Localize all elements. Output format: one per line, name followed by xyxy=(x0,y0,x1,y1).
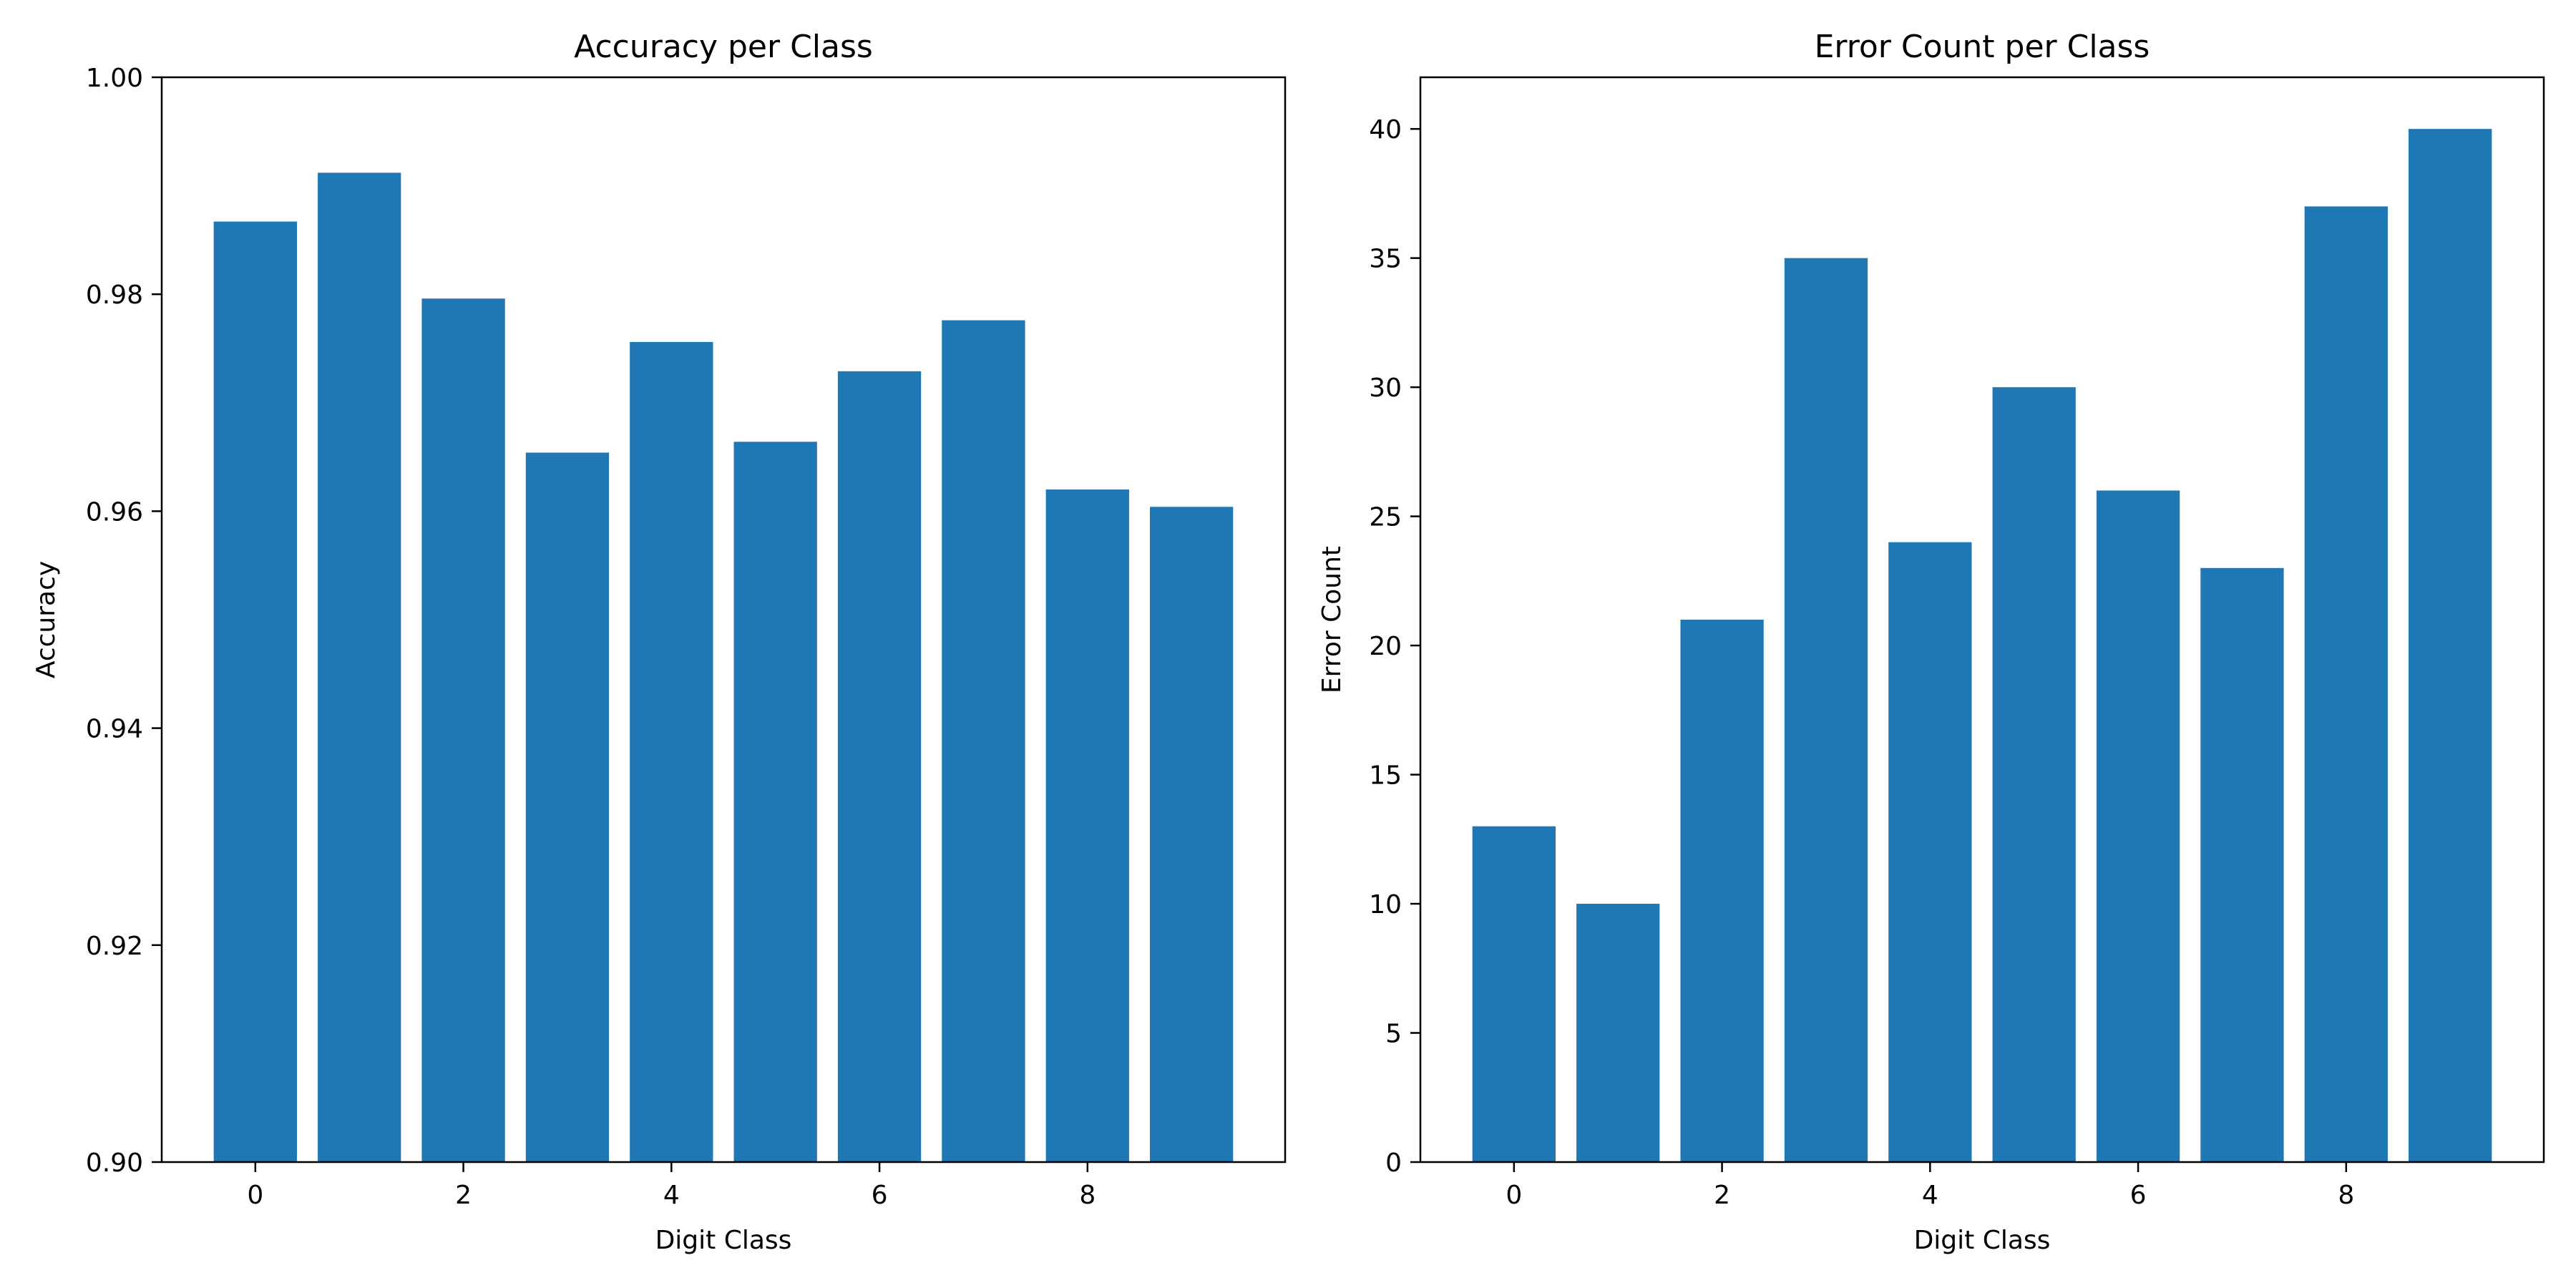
y-tick-label: 0 xyxy=(1385,1148,1402,1178)
x-axis-label: Digit Class xyxy=(655,1226,792,1255)
y-tick-label: 30 xyxy=(1369,374,1402,403)
bar-class-7 xyxy=(942,320,1025,1163)
axes-frame xyxy=(160,76,1287,1163)
y-axis-ticks: 0.90 0.92 0.94 0.96 0.98 1.00 xyxy=(86,64,162,1178)
y-tick-label: 15 xyxy=(1369,761,1402,791)
bar-class-2 xyxy=(421,298,505,1162)
y-tick-label: 35 xyxy=(1369,245,1402,274)
y-tick-label: 5 xyxy=(1385,1020,1402,1049)
x-tick-label: 0 xyxy=(1506,1181,1522,1210)
y-tick-label: 40 xyxy=(1369,115,1402,145)
bar-class-8 xyxy=(1045,489,1129,1162)
bar-group xyxy=(213,172,1234,1163)
bar-class-1 xyxy=(318,172,401,1163)
y-tick-label: 0.90 xyxy=(86,1148,143,1178)
y-tick-label: 25 xyxy=(1369,503,1402,532)
bar-class-9 xyxy=(2409,129,2492,1163)
y-tick-label: 0.96 xyxy=(86,497,143,527)
bar-class-7 xyxy=(2200,567,2284,1162)
bar-class-3 xyxy=(1784,258,1868,1163)
bar-class-9 xyxy=(1150,507,1234,1162)
x-tick-label: 6 xyxy=(872,1181,888,1210)
bar-class-4 xyxy=(1888,542,1972,1162)
y-axis-label: Accuracy xyxy=(31,561,61,678)
y-tick-label: 10 xyxy=(1369,890,1402,919)
bar-class-2 xyxy=(1680,620,1764,1162)
y-axis-label: Error Count xyxy=(1317,546,1347,693)
x-tick-label: 4 xyxy=(663,1181,680,1210)
y-axis-ticks: 0 5 10 15 20 25 30 35 40 xyxy=(1369,115,1420,1178)
x-tick-label: 2 xyxy=(455,1181,472,1210)
y-tick-label: 0.98 xyxy=(86,280,143,310)
axes-frame xyxy=(1419,76,2545,1163)
x-tick-label: 8 xyxy=(1079,1181,1096,1210)
bar-class-4 xyxy=(630,341,713,1162)
chart-title: Error Count per Class xyxy=(1815,29,2150,65)
chart-title: Accuracy per Class xyxy=(574,29,873,65)
y-tick-label: 0.94 xyxy=(86,715,143,744)
bar-class-6 xyxy=(2096,490,2180,1162)
y-tick-label: 20 xyxy=(1369,632,1402,661)
x-tick-label: 2 xyxy=(1714,1181,1730,1210)
x-tick-label: 0 xyxy=(247,1181,263,1210)
bar-class-8 xyxy=(2304,206,2388,1162)
bar-class-0 xyxy=(213,221,297,1163)
x-axis-label: Digit Class xyxy=(1914,1226,2051,1255)
x-tick-label: 8 xyxy=(2338,1181,2354,1210)
bar-class-0 xyxy=(1472,826,1556,1162)
x-tick-label: 4 xyxy=(1922,1181,1938,1210)
bar-class-5 xyxy=(1992,387,2076,1163)
bar-group xyxy=(1472,129,2492,1163)
x-tick-label: 6 xyxy=(2130,1181,2147,1210)
y-tick-label: 1.00 xyxy=(86,64,143,93)
x-axis-ticks: 0 2 4 6 8 xyxy=(247,1162,1096,1210)
bar-class-6 xyxy=(837,371,922,1163)
y-tick-label: 0.92 xyxy=(86,932,143,961)
bar-class-5 xyxy=(733,441,817,1162)
x-axis-ticks: 0 2 4 6 8 xyxy=(1506,1162,2354,1210)
bar-class-1 xyxy=(1576,904,1660,1162)
error-count-chart: Error Count per Class 0 2 4 6 8 0 5 10 15 20 25 30… xyxy=(1317,29,2545,1255)
bar-class-3 xyxy=(525,452,610,1162)
